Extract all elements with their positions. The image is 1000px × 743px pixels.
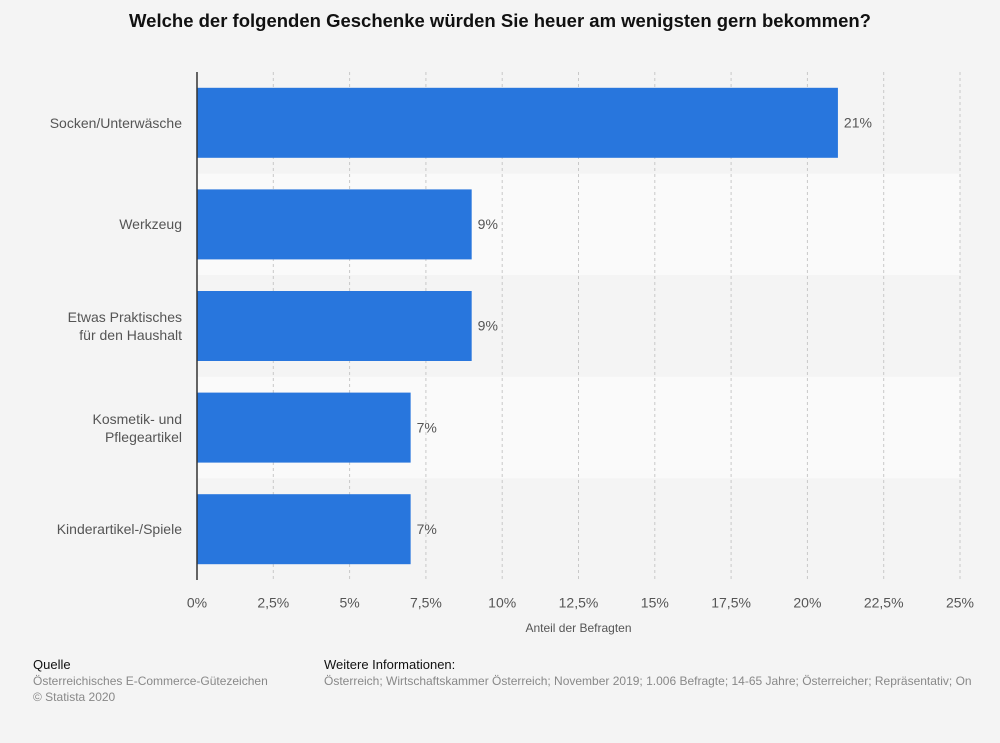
x-tick-label: 7,5% xyxy=(410,595,442,611)
y-tick-label: Werkzeug xyxy=(119,216,182,233)
x-tick-label: 10% xyxy=(488,595,516,611)
x-tick-label: 2,5% xyxy=(257,595,289,611)
x-tick-label: 25% xyxy=(946,595,974,611)
value-label: 21% xyxy=(844,115,872,131)
source: Österreichisches E-Commerce-Gütezeichen xyxy=(33,674,268,688)
x-axis-label: Anteil der Befragten xyxy=(525,621,631,635)
x-tick-label: 17,5% xyxy=(711,595,751,611)
bar xyxy=(197,189,472,260)
source-block: Quelle Österreichisches E-Commerce-Gütez… xyxy=(33,657,268,705)
x-tick-label: 20% xyxy=(793,595,821,611)
bar xyxy=(197,291,472,361)
value-label: 7% xyxy=(417,521,437,537)
y-tick-label: Socken/Unterwäsche xyxy=(49,114,182,131)
copyright: © Statista 2020 xyxy=(33,690,116,704)
bar xyxy=(197,494,411,565)
info-block: Weitere Informationen: Österreich; Wirts… xyxy=(324,657,1000,689)
y-tick-label: Kosmetik- und Pflegeartikel xyxy=(92,410,182,445)
value-label: 9% xyxy=(478,216,498,232)
x-tick-label: 15% xyxy=(641,595,669,611)
x-tick-label: 0% xyxy=(187,595,207,611)
y-tick-label: Etwas Praktisches für den Haushalt xyxy=(67,309,182,343)
y-tick-label: Kinderartikel-/Spiele xyxy=(56,521,182,538)
value-label: 7% xyxy=(417,419,437,435)
bar xyxy=(197,392,411,463)
source-heading: Quelle xyxy=(33,657,71,672)
value-label: 9% xyxy=(478,318,498,334)
chart-title: Welche der folgenden Geschenke würden Si… xyxy=(129,10,871,31)
info: Österreich; Wirtschaftskammer Österreich… xyxy=(324,674,972,688)
x-tick-label: 22,5% xyxy=(864,595,904,611)
bar xyxy=(197,87,838,158)
info-heading: Weitere Informationen: xyxy=(324,657,456,672)
x-tick-label: 12,5% xyxy=(559,595,599,611)
x-tick-label: 5% xyxy=(339,595,359,611)
